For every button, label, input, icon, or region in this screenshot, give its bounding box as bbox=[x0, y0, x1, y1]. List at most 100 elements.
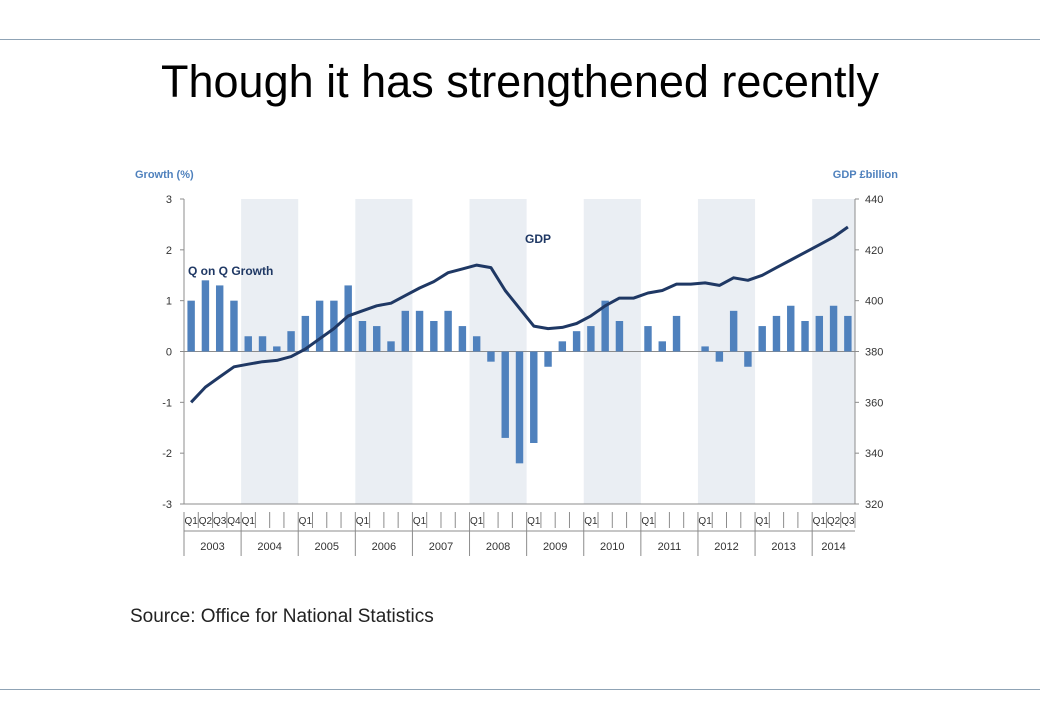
right-tick-labels: 440 420 400 380 360 340 320 bbox=[865, 194, 883, 511]
year-labels: 2003 2004 2005 2006 2007 2008 2009 2010 2011 2012… bbox=[184, 530, 855, 553]
growth-bar bbox=[715, 351, 724, 362]
growth-bar bbox=[544, 351, 552, 367]
growth-bars bbox=[187, 280, 852, 464]
quarter-label: Q1 bbox=[527, 516, 541, 527]
growth-bar bbox=[587, 326, 595, 352]
quarter-label: Q1 bbox=[641, 516, 655, 527]
gdp-growth-chart: Growth (%) GDP £billion Q on Q Growth GD… bbox=[135, 169, 898, 556]
top-rule bbox=[0, 39, 1040, 40]
left-tick-label: -3 bbox=[162, 499, 172, 511]
growth-bar bbox=[415, 310, 424, 352]
bottom-rule bbox=[0, 689, 1040, 690]
quarter-label: Q3 bbox=[213, 516, 227, 527]
quarter-label: Q1 bbox=[584, 516, 598, 527]
right-tick-label: 380 bbox=[865, 347, 883, 359]
growth-bar bbox=[273, 346, 281, 352]
year-label: 2003 bbox=[200, 541, 224, 553]
growth-bar bbox=[644, 326, 652, 352]
quarter-label: Q2 bbox=[199, 516, 213, 527]
growth-bar bbox=[601, 300, 609, 352]
growth-bar bbox=[387, 341, 395, 352]
year-label: 2005 bbox=[315, 541, 339, 553]
year-label: 2014 bbox=[821, 541, 845, 553]
right-tick-label: 420 bbox=[865, 245, 883, 257]
growth-bar bbox=[401, 310, 409, 352]
right-tick-label: 400 bbox=[865, 296, 883, 308]
quarter-labels: Q1 Q2 Q3 Q4 Q1 Q1 Q1 Q1 Q1 Q1 Q1 Q1 Q1 Q1 Q1 Q2 Q3 bbox=[183, 512, 856, 556]
growth-bar bbox=[772, 315, 781, 352]
growth-bar bbox=[572, 331, 581, 352]
gdp-series-label: GDP bbox=[525, 232, 551, 246]
left-axis-title: Growth (%) bbox=[135, 169, 194, 181]
growth-bar bbox=[215, 285, 224, 352]
year-label: 2011 bbox=[658, 541, 682, 553]
growth-bar bbox=[444, 310, 452, 352]
growth-bar bbox=[844, 315, 852, 352]
year-label: 2009 bbox=[543, 541, 567, 553]
quarter-label: Q1 bbox=[813, 516, 827, 527]
quarter-label: Q1 bbox=[242, 516, 256, 527]
growth-bar bbox=[615, 321, 624, 352]
growth-bar bbox=[530, 351, 538, 443]
left-tick-labels: 3 2 1 0 -1 -2 -3 bbox=[162, 194, 172, 511]
growth-bar bbox=[801, 321, 809, 352]
quarter-label: Q1 bbox=[470, 516, 484, 527]
growth-bar bbox=[701, 346, 709, 352]
growth-bar bbox=[744, 351, 752, 367]
year-label: 2006 bbox=[372, 541, 396, 553]
right-tick-label: 360 bbox=[865, 397, 883, 409]
growth-bar bbox=[344, 285, 352, 352]
growth-bar bbox=[201, 280, 210, 352]
year-label: 2013 bbox=[771, 541, 795, 553]
growth-bar bbox=[430, 321, 438, 352]
growth-bar bbox=[515, 351, 524, 464]
growth-bar bbox=[244, 336, 252, 352]
growth-bar bbox=[287, 331, 295, 352]
slide-title: Though it has strengthened recently bbox=[161, 56, 879, 107]
growth-bar bbox=[187, 300, 195, 352]
quarter-label: Q1 bbox=[299, 516, 313, 527]
year-label: 2007 bbox=[429, 541, 453, 553]
gdp-line bbox=[190, 225, 849, 404]
right-axis-title: GDP £billion bbox=[833, 169, 898, 181]
left-tick-label: -1 bbox=[162, 397, 172, 409]
growth-bar bbox=[501, 351, 509, 438]
quarter-label: Q4 bbox=[227, 516, 241, 527]
growth-bar bbox=[373, 326, 381, 352]
growth-bar bbox=[558, 341, 567, 352]
growth-bar bbox=[230, 300, 238, 352]
quarter-label: Q1 bbox=[413, 516, 427, 527]
growth-bar bbox=[258, 336, 267, 352]
right-tick-label: 340 bbox=[865, 448, 883, 460]
quarter-label: Q3 bbox=[841, 516, 855, 527]
year-label: 2004 bbox=[257, 541, 281, 553]
growth-bar bbox=[472, 336, 481, 352]
growth-bar bbox=[758, 326, 766, 352]
right-tick-label: 320 bbox=[865, 499, 883, 511]
growth-bar bbox=[487, 351, 495, 362]
growth-bar bbox=[301, 315, 310, 352]
left-tick-label: 1 bbox=[166, 296, 172, 308]
year-label: 2012 bbox=[714, 541, 738, 553]
growth-bar bbox=[315, 300, 324, 352]
growth-bar bbox=[787, 305, 795, 352]
left-tick-label: -2 bbox=[162, 448, 172, 460]
quarter-label: Q1 bbox=[184, 516, 198, 527]
growth-bar bbox=[672, 315, 681, 352]
quarter-label: Q1 bbox=[698, 516, 712, 527]
growth-bar bbox=[458, 326, 467, 352]
growth-bar bbox=[330, 300, 338, 352]
growth-bar bbox=[358, 321, 367, 352]
growth-bar bbox=[658, 341, 666, 352]
growth-bar bbox=[829, 305, 838, 352]
quarter-label: Q1 bbox=[356, 516, 370, 527]
quarter-label: Q2 bbox=[827, 516, 841, 527]
quarter-label: Q1 bbox=[756, 516, 770, 527]
left-tick-label: 3 bbox=[166, 194, 172, 206]
source-note: Source: Office for National Statistics bbox=[130, 606, 434, 627]
growth-series-label: Q on Q Growth bbox=[188, 264, 273, 278]
right-tick-label: 440 bbox=[865, 194, 883, 206]
growth-bar bbox=[729, 310, 738, 352]
left-tick-label: 0 bbox=[166, 347, 172, 359]
year-label: 2010 bbox=[600, 541, 624, 553]
